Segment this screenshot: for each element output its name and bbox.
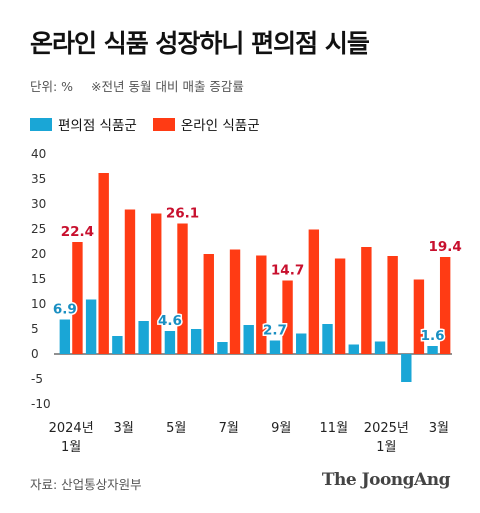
y-tick-label: 5 [31, 322, 39, 336]
comparison-note: ※전년 동월 대비 매출 증감률 [91, 79, 244, 94]
bar-online [229, 249, 241, 354]
bar-online [98, 173, 109, 354]
bar-online [124, 209, 136, 354]
data-label-online: 22.4 [61, 224, 94, 240]
bar-convenience [59, 319, 71, 354]
bar-convenience [322, 324, 333, 354]
unit-label: 단위: % [30, 79, 74, 94]
legend-swatch-convenience [30, 117, 52, 131]
data-label-convenience: 1.6 [421, 328, 445, 344]
bar-online [361, 247, 372, 354]
chart-legend: 편의점 식품군 온라인 식품군 [30, 114, 276, 134]
y-tick-label: -5 [31, 372, 43, 386]
y-tick-label: 10 [31, 297, 46, 311]
data-label-online: 19.4 [429, 239, 462, 255]
x-tick-label: 1월 [376, 440, 396, 455]
x-tick-label: 9월 [271, 421, 291, 436]
bar-online [387, 256, 398, 354]
unit-row: 단위: % ※전년 동월 대비 매출 증감률 [30, 76, 244, 95]
bar-convenience [164, 331, 176, 354]
bar-convenience [85, 299, 97, 354]
bar-online [308, 229, 320, 354]
bar-chart: -10 -5 0 5 10 15 20 25 30 35 40 6.9 4.6 2.7 1.6 22.4 26.… [31, 147, 463, 455]
y-tick-label: 35 [31, 172, 46, 186]
y-tick-label: 30 [31, 197, 46, 211]
bar-online [334, 258, 346, 354]
x-tick-label: 1월 [61, 440, 81, 455]
bar-online [439, 257, 451, 354]
publisher-logo: The JoongAng [321, 470, 451, 490]
bar-online [256, 255, 267, 354]
data-label-online: 14.7 [271, 263, 304, 279]
bar-online [177, 223, 188, 354]
bar-convenience [296, 333, 307, 354]
bar-online [72, 242, 83, 354]
data-label-online: 26.1 [166, 206, 199, 222]
bar-convenience [348, 344, 359, 354]
bar-convenience [138, 321, 149, 354]
bar-convenience [190, 329, 202, 354]
y-tick-label: 15 [31, 272, 46, 286]
bar-convenience [427, 346, 438, 354]
data-label-convenience: 2.7 [263, 323, 287, 339]
y-tick-label: 0 [31, 347, 39, 361]
y-tick-label: -10 [31, 397, 51, 411]
bar-convenience [112, 336, 123, 354]
y-tick-label: 25 [31, 222, 46, 236]
legend-label-online: 온라인 식품군 [180, 118, 260, 134]
legend-swatch-online [152, 117, 175, 131]
legend-label-convenience: 편의점 식품군 [58, 118, 137, 134]
bar-convenience [401, 354, 412, 382]
bar-online [203, 254, 214, 354]
bar-online [413, 279, 425, 354]
bar-online [282, 280, 293, 354]
x-tick-label: 2024년 [49, 421, 94, 436]
bar-convenience [269, 340, 281, 354]
bar-convenience [217, 342, 228, 354]
bar-online [151, 213, 162, 354]
page-title: 온라인 식품 성장하니 편의점 시들 [30, 29, 370, 58]
legend-item-convenience: 편의점 식품군 [30, 114, 137, 134]
x-tick-label: 5월 [166, 421, 186, 436]
data-label-convenience: 4.6 [158, 313, 182, 329]
bar-convenience [374, 341, 386, 354]
source-label: 자료: 산업통상자원부 [30, 477, 142, 492]
data-label-convenience: 6.9 [53, 302, 77, 318]
x-tick-label: 7월 [219, 421, 239, 436]
x-tick-label: 11월 [320, 421, 349, 436]
x-tick-label: 3월 [429, 421, 449, 436]
x-tick-label: 2025년 [364, 421, 409, 436]
x-tick-label: 3월 [114, 421, 134, 436]
bar-convenience [243, 325, 254, 354]
y-tick-label: 20 [31, 247, 46, 261]
y-tick-label: 40 [31, 147, 46, 161]
legend-item-online: 온라인 식품군 [152, 114, 260, 134]
